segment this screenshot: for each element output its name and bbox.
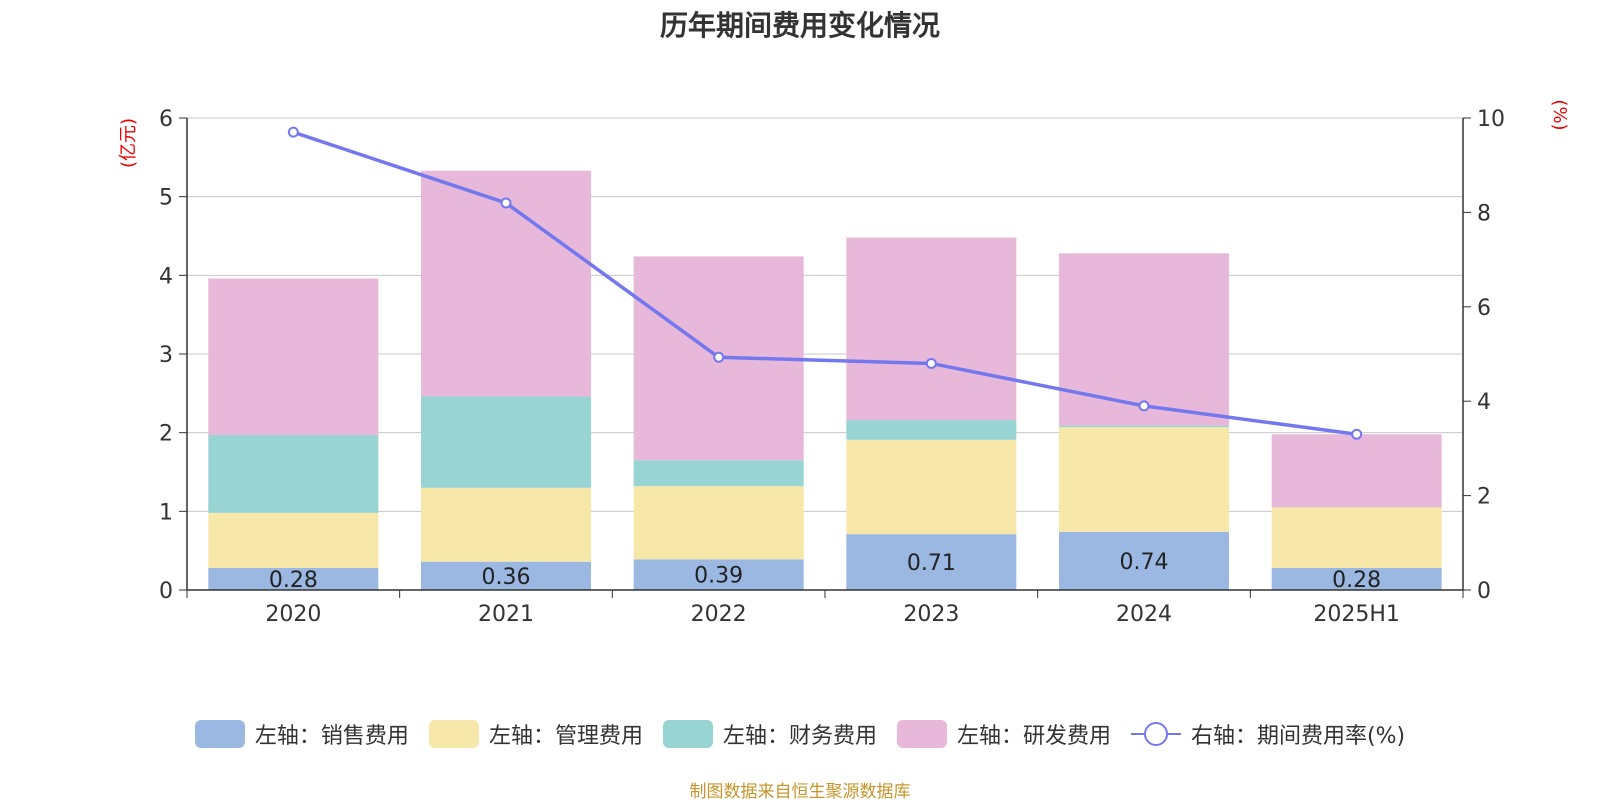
bar-segment-0-5 (1271, 567, 1442, 590)
bar-segment-2-1 (421, 396, 591, 488)
x-axis-tick-label: 2024 (1116, 602, 1172, 627)
left-axis-tick-label: 4 (159, 264, 173, 289)
right-axis-tick-label: 4 (1477, 390, 1491, 415)
legend-item-sales[interactable]: 左轴：销售费用 (194, 718, 409, 750)
legend-swatch-sales (194, 720, 245, 748)
right-axis-tick-label: 6 (1477, 296, 1491, 321)
rate-point-4 (1138, 400, 1150, 412)
right-axis-tick-label: 2 (1477, 485, 1491, 510)
bar-segment-1-4 (1059, 427, 1229, 532)
legend-label-sales: 左轴：销售费用 (254, 724, 409, 749)
left-axis-tick-label: 6 (159, 107, 173, 132)
bar-segment-3-5 (1271, 434, 1442, 508)
legend-label-rate: 右轴：期间费用率(%) (1190, 724, 1406, 749)
bar-segment-3-0 (208, 278, 379, 436)
legend-label-rd: 左轴：研发费用 (956, 724, 1111, 749)
legend-line-marker-icon (1130, 720, 1181, 748)
bar-segment-1-1 (421, 487, 591, 562)
rate-point-2 (713, 351, 725, 363)
bar-segment-1-2 (633, 486, 804, 560)
left-axis-tick-label: 0 (159, 579, 173, 604)
right-axis-tick-label: 8 (1477, 201, 1491, 226)
bar-segment-1-3 (846, 439, 1017, 535)
x-axis-tick-label: 2020 (265, 602, 321, 627)
legend-item-admin[interactable]: 左轴：管理费用 (428, 718, 643, 750)
legend-swatch-admin (428, 720, 479, 748)
bar-segment-3-4 (1059, 253, 1229, 426)
left-axis-tick-label: 2 (159, 422, 173, 447)
rate-point-0 (287, 126, 299, 138)
bar-data-label: 0.28 (1332, 568, 1381, 593)
bar-segment-2-2 (633, 460, 804, 487)
legend-swatch-finance (662, 720, 713, 748)
bar-data-label: 0.28 (269, 568, 318, 593)
legend-item-rate[interactable]: 右轴：期间费用率(%) (1130, 718, 1406, 750)
chart-title: 历年期间费用变化情况 (659, 9, 940, 42)
bar-segment-1-5 (1271, 507, 1442, 568)
chart-legend: 左轴：销售费用 左轴：管理费用 左轴：财务费用 左轴：研发费用 右轴：期间费用率… (0, 718, 1600, 750)
source-note: 制图数据来自恒生聚源数据库 (689, 782, 911, 802)
bar-segment-2-3 (846, 420, 1017, 440)
bar-data-label: 0.74 (1120, 550, 1169, 575)
bar-segment-3-3 (846, 237, 1017, 421)
left-axis-tick-label: 3 (159, 343, 173, 368)
bar-segment-0-0 (208, 567, 379, 590)
bar-data-label: 0.36 (482, 565, 531, 590)
rate-line (292, 130, 1357, 436)
legend-label-admin: 左轴：管理费用 (488, 724, 643, 749)
bar-segment-0-2 (633, 559, 804, 590)
rate-point-3 (925, 357, 937, 369)
rate-point-5 (1351, 428, 1363, 440)
bar-data-label: 0.39 (694, 564, 743, 589)
rate-point-1 (500, 197, 512, 209)
legend-item-rd[interactable]: 左轴：研发费用 (896, 718, 1111, 750)
x-axis-tick-label: 2023 (903, 602, 959, 627)
left-axis-tick-label: 1 (159, 500, 173, 525)
right-axis-tick-label: 0 (1477, 579, 1491, 604)
bar-segment-0-4 (1059, 531, 1229, 590)
bar-data-label: 0.71 (907, 551, 956, 576)
right-axis-tick-label: 10 (1477, 107, 1505, 132)
x-axis-tick-label: 2022 (691, 602, 747, 627)
left-axis-tick-label: 5 (159, 186, 173, 211)
x-axis-tick-label: 2021 (478, 602, 534, 627)
bar-segment-0-1 (421, 561, 591, 590)
bar-segment-2-0 (208, 435, 379, 513)
legend-label-finance: 左轴：财务费用 (722, 724, 877, 749)
bar-segment-2-4 (1059, 425, 1229, 428)
left-axis-unit-label: (亿元) (118, 118, 139, 168)
right-axis-unit-label: (%) (1549, 99, 1570, 130)
bar-segment-0-3 (846, 534, 1017, 590)
bar-segment-1-0 (208, 512, 379, 568)
legend-swatch-rd (896, 720, 947, 748)
legend-item-finance[interactable]: 左轴：财务费用 (662, 718, 877, 750)
x-axis-tick-label: 2025H1 (1313, 602, 1400, 627)
